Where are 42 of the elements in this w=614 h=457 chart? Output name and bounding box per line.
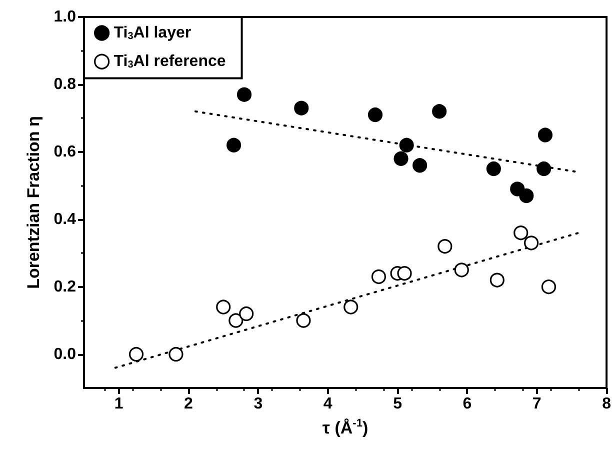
- point: [438, 239, 452, 254]
- x-tick-label: 7: [532, 396, 542, 412]
- x-tick-label: 2: [184, 396, 194, 412]
- y-tick-label: 0.0: [54, 346, 76, 363]
- x-tick-label: 4: [323, 396, 332, 412]
- point: [524, 236, 539, 250]
- point: [228, 313, 244, 328]
- point: [432, 104, 447, 119]
- point: [412, 158, 428, 173]
- point: [294, 100, 309, 116]
- point: [368, 108, 383, 122]
- x-tick-label: 1: [114, 396, 124, 412]
- point: [296, 313, 311, 328]
- point: [168, 346, 184, 362]
- point: [216, 300, 231, 314]
- point: [397, 266, 412, 281]
- y-tick-label: 0.2: [54, 278, 76, 296]
- point: [128, 346, 144, 362]
- x-tick-label: 6: [462, 396, 472, 412]
- point: [371, 269, 386, 284]
- x-tick-label: 5: [393, 396, 402, 412]
- y-axis-title: Lorentzian Fraction η: [24, 116, 43, 289]
- point: [536, 161, 552, 176]
- point: [239, 306, 254, 322]
- point: [490, 272, 504, 288]
- y-tick-label: 0.6: [54, 143, 76, 160]
- y-tick-label: 1.0: [54, 8, 76, 26]
- x-tick-label: 8: [602, 396, 612, 412]
- point: [538, 128, 553, 142]
- point: [394, 151, 408, 166]
- point: [236, 87, 252, 102]
- point: [514, 226, 528, 240]
- point: [486, 161, 501, 176]
- point: [399, 138, 414, 152]
- y-tick-label: 0.4: [54, 210, 76, 228]
- x-tick-label: 3: [254, 396, 263, 412]
- point: [454, 262, 469, 278]
- point: [226, 138, 242, 152]
- point: [519, 188, 534, 204]
- point: [541, 280, 556, 294]
- y-tick-label: 0.8: [54, 76, 76, 93]
- point: [344, 300, 358, 314]
